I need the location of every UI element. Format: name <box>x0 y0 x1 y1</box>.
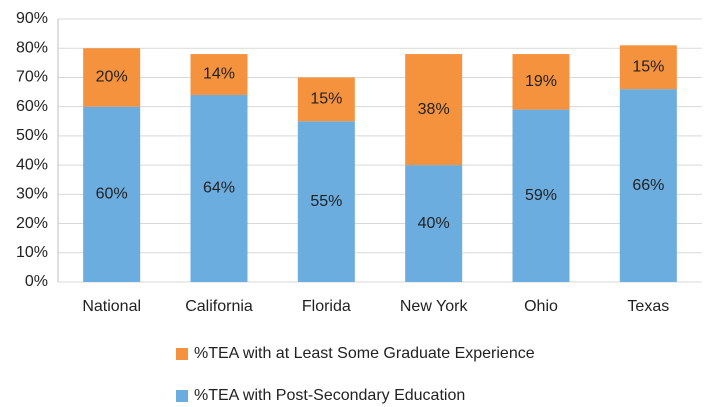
value-label: 59% <box>525 187 557 204</box>
bar-segment <box>512 109 570 282</box>
x-tick-label: New York <box>400 298 469 315</box>
bar-segment <box>405 165 463 282</box>
bar-segment <box>190 94 248 282</box>
value-label: 55% <box>310 193 342 210</box>
x-tick-label: California <box>185 298 253 315</box>
y-tick-label: 70% <box>16 69 48 86</box>
value-label: 19% <box>525 73 557 90</box>
y-tick-label: 80% <box>16 39 48 56</box>
x-tick-label: Texas <box>627 298 669 315</box>
value-label: 60% <box>96 186 128 203</box>
bar-segment <box>512 54 570 110</box>
bar-segment <box>83 106 141 283</box>
legend-swatch <box>176 348 188 360</box>
bar-segment <box>297 77 355 122</box>
value-label: 38% <box>418 101 450 118</box>
x-tick-label: Ohio <box>524 298 558 315</box>
legend-label: %TEA with at Least Some Graduate Experie… <box>194 345 535 362</box>
value-label: 66% <box>632 177 664 194</box>
value-label: 15% <box>310 91 342 108</box>
x-tick-label: National <box>82 298 141 315</box>
value-label: 64% <box>203 180 235 197</box>
x-tick-label: Florida <box>302 298 351 315</box>
legend-swatch <box>176 390 188 402</box>
bar-segment <box>619 45 677 90</box>
bar-segment <box>297 121 355 283</box>
bar-segment <box>619 89 677 282</box>
y-tick-label: 10% <box>16 244 48 261</box>
y-tick-label: 60% <box>16 98 48 115</box>
value-label: 20% <box>96 69 128 86</box>
y-tick-label: 50% <box>16 127 48 144</box>
value-label: 15% <box>632 58 664 75</box>
y-tick-label: 90% <box>16 10 48 27</box>
bar-segment <box>83 48 141 107</box>
y-tick-label: 30% <box>16 186 48 203</box>
y-tick-label: 40% <box>16 156 48 173</box>
legend-label: %TEA with Post-Secondary Education <box>194 387 465 404</box>
value-label: 14% <box>203 66 235 83</box>
bar-segment <box>405 54 463 166</box>
bar-segment <box>190 54 248 95</box>
y-tick-label: 20% <box>16 215 48 232</box>
value-label: 40% <box>418 215 450 232</box>
y-tick-label: 0% <box>25 273 48 290</box>
